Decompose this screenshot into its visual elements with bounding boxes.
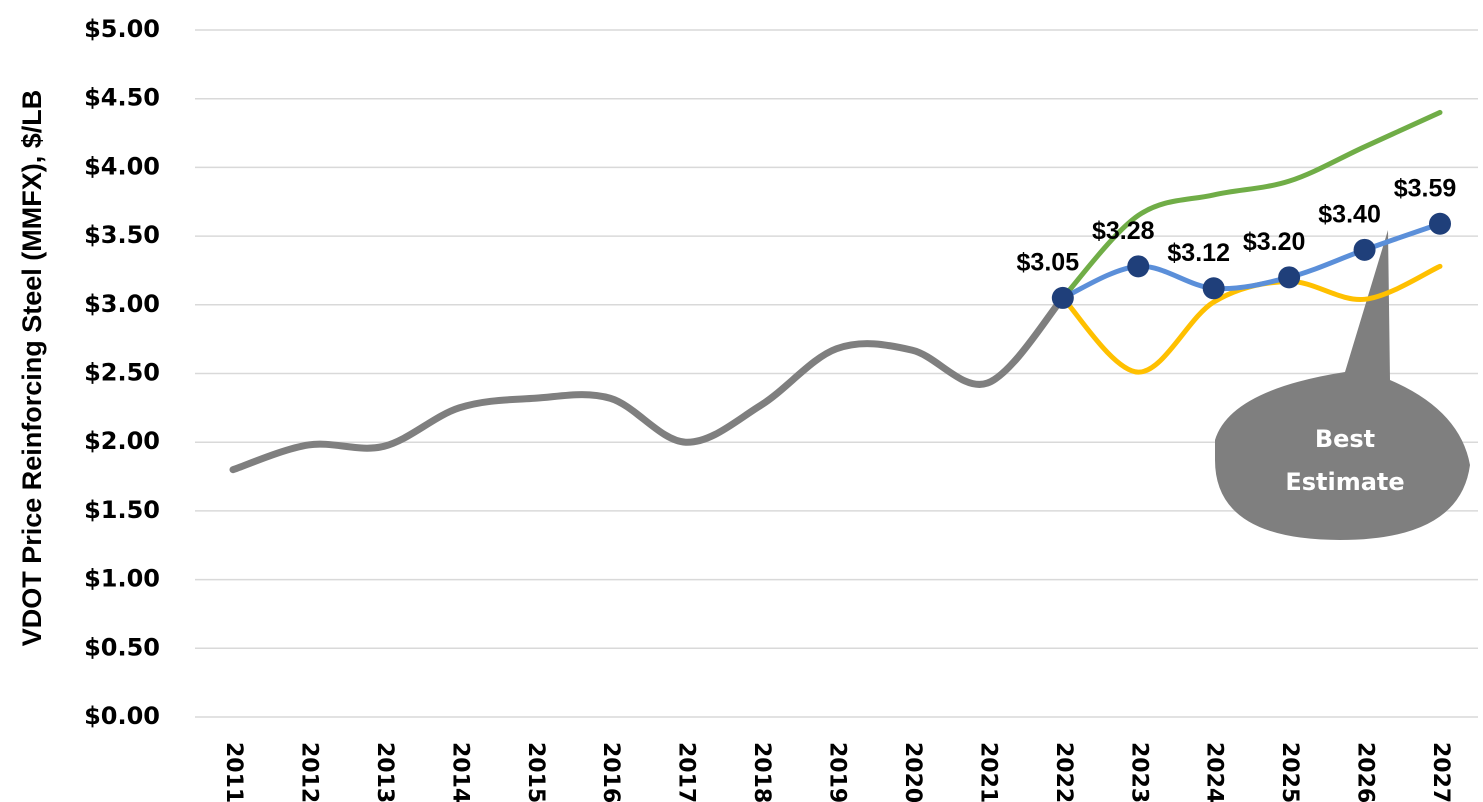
data-label: $3.59 <box>1394 174 1457 202</box>
marker <box>1202 277 1225 300</box>
series-line <box>1060 109 1443 301</box>
x-tick-label: 2018 <box>749 742 774 802</box>
y-tick-label: $4.50 <box>84 84 160 112</box>
y-tick-label: $0.50 <box>84 633 160 661</box>
y-tick-label: $1.50 <box>84 496 160 524</box>
y-tick-label: $2.00 <box>84 427 160 455</box>
marker <box>1278 266 1301 289</box>
callout-bubble <box>1215 230 1470 540</box>
x-tick-label: 2013 <box>372 742 397 802</box>
y-tick-label: $1.00 <box>84 565 160 593</box>
x-tick-label: 2019 <box>825 742 850 802</box>
marker <box>1429 212 1451 235</box>
marker <box>1051 286 1074 309</box>
marker <box>1353 238 1376 261</box>
data-label: $3.12 <box>1167 239 1230 267</box>
series-line <box>229 294 1067 474</box>
x-tick-label: 2016 <box>598 742 623 802</box>
x-tick-label: 2012 <box>296 742 321 802</box>
marker <box>1127 255 1150 278</box>
annotation: Best Estimate <box>1285 425 1405 496</box>
y-tick-label: $0.00 <box>84 702 160 730</box>
x-tick-label: 2025 <box>1277 742 1302 802</box>
y-tick-label: $3.00 <box>84 290 160 318</box>
x-tick-label: 2022 <box>1051 742 1076 802</box>
x-tick-label: 2011 <box>221 742 246 802</box>
data-label: $3.28 <box>1092 217 1155 245</box>
x-tick-label: 2021 <box>975 742 1000 802</box>
data-label: $3.40 <box>1318 200 1381 228</box>
x-tick-label: 2027 <box>1428 742 1453 802</box>
x-tick-label: 2026 <box>1353 742 1378 802</box>
data-label: $3.20 <box>1243 228 1306 256</box>
y-axis-label: VDOT Price Reinforcing Steel (MMFX), $/L… <box>17 90 47 647</box>
x-tick-label: 2014 <box>447 742 472 802</box>
y-tick-label: $3.50 <box>84 221 160 249</box>
data-label: $3.05 <box>1017 249 1080 277</box>
y-tick-label: $2.50 <box>84 359 160 387</box>
x-tick-label: 2020 <box>900 742 925 802</box>
y-tick-label: $4.00 <box>84 152 160 180</box>
y-tick-label: $5.00 <box>84 15 160 43</box>
x-tick-label: 2024 <box>1202 742 1227 802</box>
x-tick-label: 2017 <box>674 742 699 802</box>
x-tick-label: 2015 <box>523 742 548 802</box>
x-tick-label: 2023 <box>1126 742 1151 802</box>
